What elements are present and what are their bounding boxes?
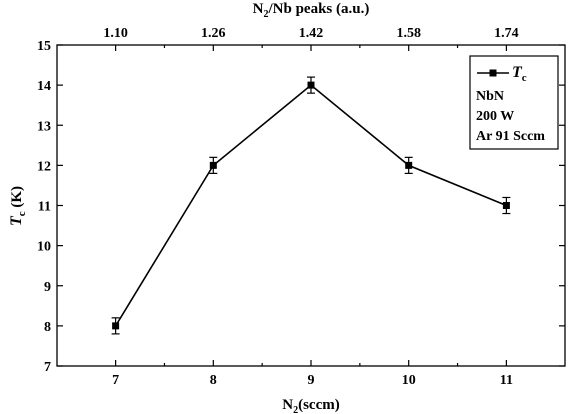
- legend-series-label: Tc: [512, 64, 527, 84]
- x-tick-label: 11: [500, 373, 513, 388]
- data-point: [502, 202, 510, 209]
- x2-tick-label: 1.74: [494, 26, 519, 41]
- legend: Tc NbN 200 W Ar 91 Sccm: [469, 55, 559, 150]
- data-point: [307, 81, 315, 89]
- x-tick-label: 9: [308, 373, 315, 388]
- y-tick-label: 13: [37, 119, 51, 134]
- y-tick-label: 9: [44, 280, 51, 295]
- legend-line-2: 200 W: [476, 109, 514, 124]
- x-tick-label: 7: [112, 373, 119, 388]
- x2-tick-label: 1.10: [103, 26, 128, 41]
- data-series: [111, 76, 511, 335]
- y-axis-label: Tc (K): [8, 186, 28, 226]
- y-tick-label: 10: [37, 240, 51, 255]
- data-point: [112, 322, 120, 330]
- x-tick-label: 8: [210, 373, 217, 388]
- legend-line-1: NbN: [476, 89, 504, 104]
- x-tick-label: 10: [402, 373, 416, 388]
- y-tick-label: 11: [38, 200, 51, 215]
- legend-line-3: Ar 91 Sccm: [476, 129, 545, 144]
- legend-box: [469, 55, 559, 150]
- top-axis-label: N2/Nb peaks (a.u.): [253, 1, 370, 20]
- x2-tick-label: 1.42: [299, 26, 324, 41]
- x2-tick-label: 1.26: [201, 26, 226, 41]
- axis-ticks: 7 1.10 8 1.26 9 1.42 10 1.58 11 1.74 7 8 9 10 11 12 13 14…: [37, 26, 565, 388]
- data-point: [209, 161, 217, 169]
- y-tick-label: 15: [37, 39, 51, 54]
- data-point: [405, 161, 413, 169]
- y-tick-label: 8: [44, 320, 51, 335]
- y-tick-label: 14: [37, 79, 51, 94]
- y-tick-label: 7: [44, 360, 51, 375]
- x2-tick-label: 1.58: [396, 26, 421, 41]
- legend-marker-sample: [489, 69, 497, 77]
- series-line: [114, 84, 507, 327]
- y-tick-label: 12: [37, 159, 51, 174]
- x-axis-label: N2(sccm): [282, 397, 339, 414]
